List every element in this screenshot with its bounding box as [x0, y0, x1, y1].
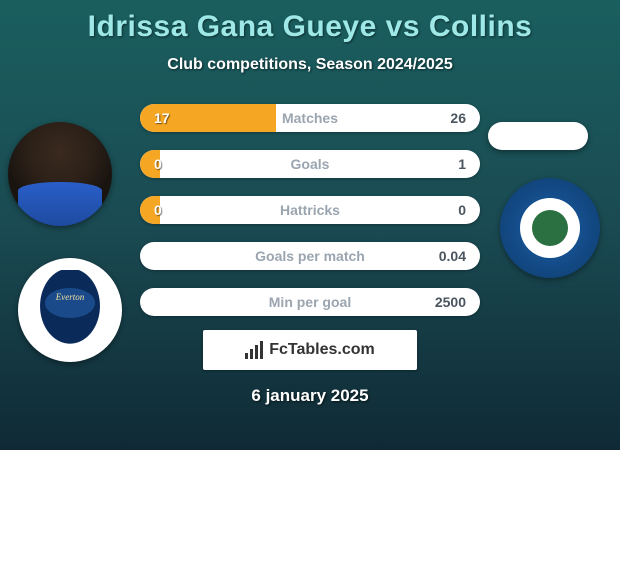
stat-row: 17Matches26	[140, 104, 480, 132]
stat-right-value: 1	[458, 156, 466, 172]
stat-row: Min per goal2500	[140, 288, 480, 316]
stat-label: Goals	[140, 156, 480, 172]
stat-right-value: 2500	[435, 294, 466, 310]
stat-right-value: 0.04	[439, 248, 466, 264]
player2-photo	[488, 122, 588, 150]
stat-row: Goals per match0.04	[140, 242, 480, 270]
stat-label: Goals per match	[140, 248, 480, 264]
stat-right-value: 0	[458, 202, 466, 218]
peterborough-crest-icon	[520, 198, 580, 258]
logo-text: FcTables.com	[269, 341, 375, 359]
bars-icon	[245, 341, 263, 359]
page-title: Idrissa Gana Gueye vs Collins	[0, 0, 620, 44]
comparison-card: Idrissa Gana Gueye vs Collins Club compe…	[0, 0, 620, 450]
site-logo: FcTables.com	[203, 330, 417, 370]
stat-label: Min per goal	[140, 294, 480, 310]
stat-label: Matches	[140, 110, 480, 126]
everton-crest-icon	[35, 270, 105, 350]
subtitle: Club competitions, Season 2024/2025	[0, 56, 620, 74]
stat-row: 0Hattricks0	[140, 196, 480, 224]
date-text: 6 january 2025	[0, 386, 620, 406]
stat-label: Hattricks	[140, 202, 480, 218]
player1-club-crest	[18, 258, 122, 362]
stat-row: 0Goals1	[140, 150, 480, 178]
stat-right-value: 26	[450, 110, 466, 126]
player2-club-crest	[500, 178, 600, 278]
player1-photo	[8, 122, 112, 226]
